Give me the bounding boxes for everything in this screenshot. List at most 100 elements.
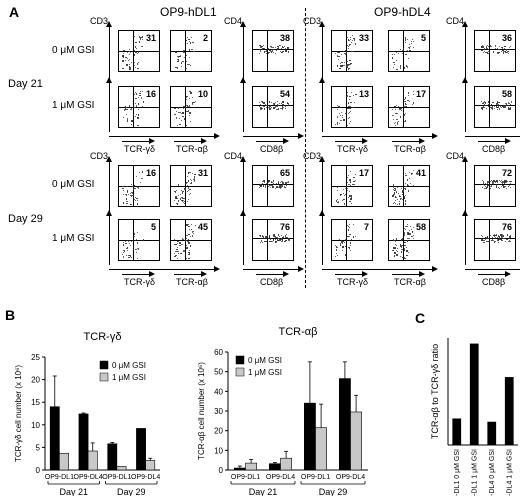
event-dot (505, 52, 507, 54)
event-dot (497, 184, 500, 186)
event-dot (349, 96, 351, 98)
y-tick-label: 30 (214, 407, 223, 416)
event-dot (504, 51, 506, 53)
column-title-op9-hdl1: OP9-hDL1 (160, 5, 217, 19)
quadrant-percentage: 10 (197, 89, 208, 99)
event-dot (123, 117, 125, 119)
event-dot (182, 243, 184, 246)
event-dot (178, 118, 181, 120)
event-dot (506, 181, 508, 183)
event-dot (268, 51, 270, 53)
event-dot (393, 185, 395, 187)
event-dot (178, 57, 180, 59)
event-dot (408, 178, 410, 180)
event-dot (489, 45, 491, 47)
event-dot (486, 236, 489, 238)
event-dot (278, 238, 280, 240)
event-dot (394, 54, 396, 56)
event-dot (185, 55, 188, 57)
event-dot (122, 255, 124, 257)
event-dot (349, 245, 352, 247)
event-dot (406, 250, 408, 252)
event-dot (133, 61, 136, 63)
event-dot (337, 65, 339, 67)
event-dot (129, 255, 131, 257)
event-dot (493, 241, 496, 243)
event-dot (187, 172, 190, 174)
category-label: OP9-DL4 (74, 474, 103, 481)
x-axis-arrow (243, 133, 304, 139)
event-dot (259, 52, 261, 54)
x-axis-arrow (335, 271, 368, 277)
event-dot (353, 39, 356, 41)
event-dot (510, 101, 512, 103)
event-dot (408, 229, 410, 231)
event-dot (393, 189, 395, 191)
event-dot (484, 51, 486, 53)
event-dot (504, 105, 506, 108)
event-dot (123, 244, 125, 246)
event-dot (140, 45, 142, 47)
event-dot (188, 64, 190, 66)
quadrant-line (389, 240, 429, 241)
event-dot (262, 102, 264, 104)
event-dot (494, 236, 496, 238)
event-dot (395, 112, 397, 114)
day-label: Day 21 (249, 487, 278, 496)
event-dot (263, 180, 265, 182)
event-dot (500, 107, 502, 109)
event-dot (486, 236, 488, 239)
event-dot (181, 66, 183, 68)
event-dot (502, 236, 504, 238)
event-dot (179, 242, 181, 244)
event-dot (338, 67, 340, 70)
event-dot (488, 51, 490, 53)
event-dot (350, 239, 352, 241)
event-dot (339, 244, 341, 246)
event-dot (395, 202, 397, 205)
event-dot (400, 197, 403, 200)
event-dot (487, 45, 489, 47)
event-dot (141, 171, 143, 173)
event-dot (404, 203, 406, 206)
bar (452, 418, 462, 445)
event-dot (394, 244, 397, 246)
event-dot (350, 91, 352, 93)
event-dot (399, 108, 401, 110)
event-dot (335, 244, 337, 247)
event-dot (191, 103, 194, 105)
event-dot (193, 101, 195, 104)
event-dot (288, 239, 290, 241)
event-dot (398, 195, 400, 197)
event-dot (261, 235, 263, 237)
event-dot (510, 180, 512, 182)
event-dot (353, 177, 355, 179)
event-dot (508, 108, 510, 110)
event-dot (272, 183, 274, 185)
event-dot (137, 96, 139, 99)
event-dot (285, 48, 287, 50)
quadrant-percentage: 76 (501, 222, 512, 232)
x-axis-arrow (109, 266, 220, 272)
event-dot (184, 118, 186, 120)
event-dot (409, 50, 411, 52)
event-dot (483, 181, 485, 183)
event-dot (135, 97, 137, 99)
event-dot (270, 240, 272, 242)
event-dot (271, 101, 273, 104)
event-dot (260, 184, 262, 186)
event-dot (178, 56, 180, 58)
event-dot (399, 116, 402, 118)
event-dot (259, 106, 261, 108)
event-dot (187, 180, 189, 182)
quadrant-line (171, 186, 211, 187)
event-dot (177, 241, 179, 243)
event-dot (142, 38, 144, 40)
legend-label: 0 μM GSI (112, 361, 146, 370)
event-dot (503, 46, 505, 48)
event-dot (174, 200, 176, 202)
event-dot (128, 51, 130, 53)
event-dot (194, 224, 196, 227)
quadrant-percentage: 72 (501, 168, 512, 178)
event-dot (481, 180, 483, 182)
